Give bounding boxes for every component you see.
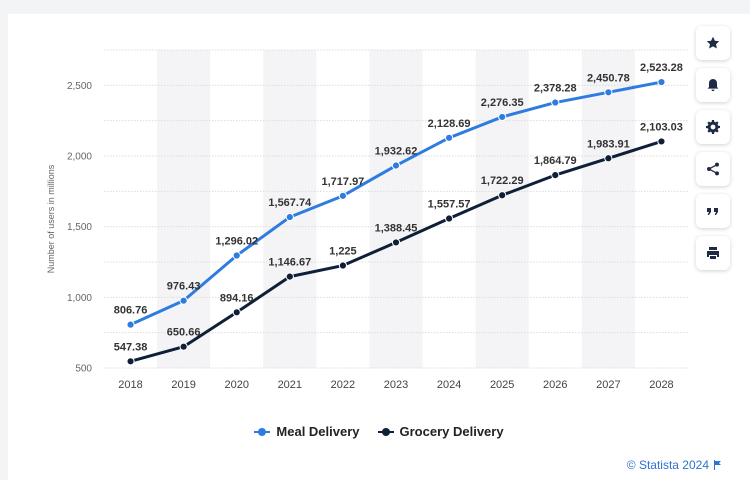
data-point[interactable]	[232, 251, 241, 260]
data-point[interactable]	[604, 88, 613, 97]
data-label: 1,296.02	[215, 235, 258, 247]
data-label: 2,450.78	[587, 72, 630, 84]
series-grocery: 547.38 650.66 894.16 1,146.67 1,225 1,388.45 1…	[114, 121, 683, 366]
data-label: 1,388.45	[375, 222, 418, 234]
y-tick-label: 500	[75, 364, 92, 375]
data-point[interactable]	[551, 98, 560, 107]
y-axis-label: Number of users in millions	[46, 164, 56, 273]
share-icon	[707, 162, 719, 176]
data-label: 1,722.29	[481, 175, 524, 187]
data-point[interactable]	[285, 212, 294, 222]
flag-icon	[714, 460, 721, 470]
settings-button[interactable]	[696, 110, 730, 144]
data-label: 1,567.74	[268, 197, 312, 209]
legend-item-meal[interactable]: Meal Delivery	[254, 424, 360, 439]
legend-swatch-meal	[254, 427, 271, 437]
series-group: 806.76 976.43 1,296.02 1,567.74 1,717.97 1,93…	[114, 62, 683, 366]
data-label: 547.38	[114, 341, 148, 353]
band	[369, 50, 423, 368]
alternating-bands	[157, 50, 635, 368]
legend: Meal Delivery Grocery Delivery	[8, 424, 750, 439]
y-tick-label: 1,000	[67, 293, 92, 304]
x-tick-label: 2025	[490, 379, 514, 391]
legend-item-grocery[interactable]: Grocery Delivery	[377, 424, 504, 439]
credit-text: © Statista 2024	[626, 458, 709, 472]
data-point[interactable]	[391, 161, 401, 170]
print-button[interactable]	[696, 236, 730, 270]
data-point[interactable]	[338, 191, 348, 200]
y-tick-label: 2,500	[67, 81, 92, 92]
x-tick-label: 2021	[278, 379, 302, 391]
data-label: 806.76	[114, 305, 148, 317]
data-label: 1,983.91	[587, 138, 630, 150]
data-point[interactable]	[179, 342, 188, 351]
x-tick-label: 2027	[596, 379, 620, 391]
data-point[interactable]	[391, 238, 401, 247]
data-label: 894.16	[220, 292, 254, 304]
data-label: 1,717.97	[321, 176, 364, 188]
data-point[interactable]	[604, 154, 613, 163]
x-tick-label: 2024	[437, 379, 461, 391]
data-point[interactable]	[657, 137, 666, 146]
x-tick-label: 2018	[118, 379, 142, 391]
y-axis-ticks: 500 1,000 1,500 2,000 2,500	[67, 81, 92, 375]
cite-button[interactable]	[696, 194, 730, 228]
data-point[interactable]	[657, 77, 666, 87]
data-point[interactable]	[285, 272, 294, 281]
x-axis-ticks: 2018 2019 2020 2021 2022 2023 2024 2025 2026 2027…	[118, 379, 673, 391]
star-icon	[706, 36, 720, 49]
data-point[interactable]	[338, 261, 348, 270]
legend-label-grocery: Grocery Delivery	[399, 424, 504, 439]
x-tick-label: 2020	[224, 379, 248, 391]
data-label: 1,932.62	[375, 146, 418, 158]
data-label: 1,225	[329, 246, 357, 258]
legend-label-meal: Meal Delivery	[276, 424, 360, 439]
x-tick-label: 2023	[384, 379, 408, 391]
data-point[interactable]	[444, 214, 454, 223]
favorite-button[interactable]	[696, 26, 730, 60]
quote-icon	[707, 208, 718, 215]
gridlines	[104, 49, 688, 369]
data-point[interactable]	[444, 133, 454, 142]
bell-icon	[707, 79, 719, 92]
x-tick-label: 2028	[649, 379, 673, 391]
y-tick-label: 2,000	[67, 152, 92, 163]
band	[475, 50, 529, 368]
band	[157, 50, 211, 368]
data-point[interactable]	[498, 112, 507, 122]
data-label: 2,276.35	[481, 97, 524, 109]
y-tick-label: 1,500	[67, 222, 92, 233]
line-chart: 500 1,000 1,500 2,000 2,500 2018 2019 2020 2021…	[46, 49, 688, 391]
print-icon	[707, 247, 719, 259]
data-label: 1,146.67	[268, 257, 311, 269]
share-button[interactable]	[696, 152, 730, 186]
data-point[interactable]	[126, 357, 135, 366]
data-label: 2,523.28	[640, 62, 683, 74]
data-point[interactable]	[179, 296, 188, 305]
legend-swatch-grocery	[377, 427, 394, 437]
data-point[interactable]	[232, 308, 241, 317]
gear-icon	[706, 120, 720, 134]
data-label: 1,864.79	[534, 155, 577, 167]
data-label: 650.66	[167, 327, 201, 339]
chart-tools-sidebar	[696, 26, 732, 278]
statista-credit[interactable]: © Statista 2024	[627, 458, 722, 472]
x-tick-label: 2026	[543, 379, 567, 391]
data-label: 2,378.28	[534, 83, 577, 95]
band	[581, 50, 635, 368]
data-point[interactable]	[498, 191, 507, 200]
chart-card: 500 1,000 1,500 2,000 2,500 2018 2019 2020 2021…	[8, 14, 750, 480]
x-tick-label: 2019	[171, 379, 195, 391]
notification-button[interactable]	[696, 68, 730, 102]
data-point[interactable]	[126, 320, 135, 329]
data-label: 2,128.69	[428, 118, 471, 130]
data-label: 2,103.03	[640, 121, 683, 133]
series-meal: 806.76 976.43 1,296.02 1,567.74 1,717.97 1,93…	[114, 62, 683, 329]
data-label: 976.43	[167, 281, 201, 293]
data-label: 1,557.57	[428, 199, 471, 211]
data-point[interactable]	[551, 171, 560, 180]
x-tick-label: 2022	[331, 379, 355, 391]
